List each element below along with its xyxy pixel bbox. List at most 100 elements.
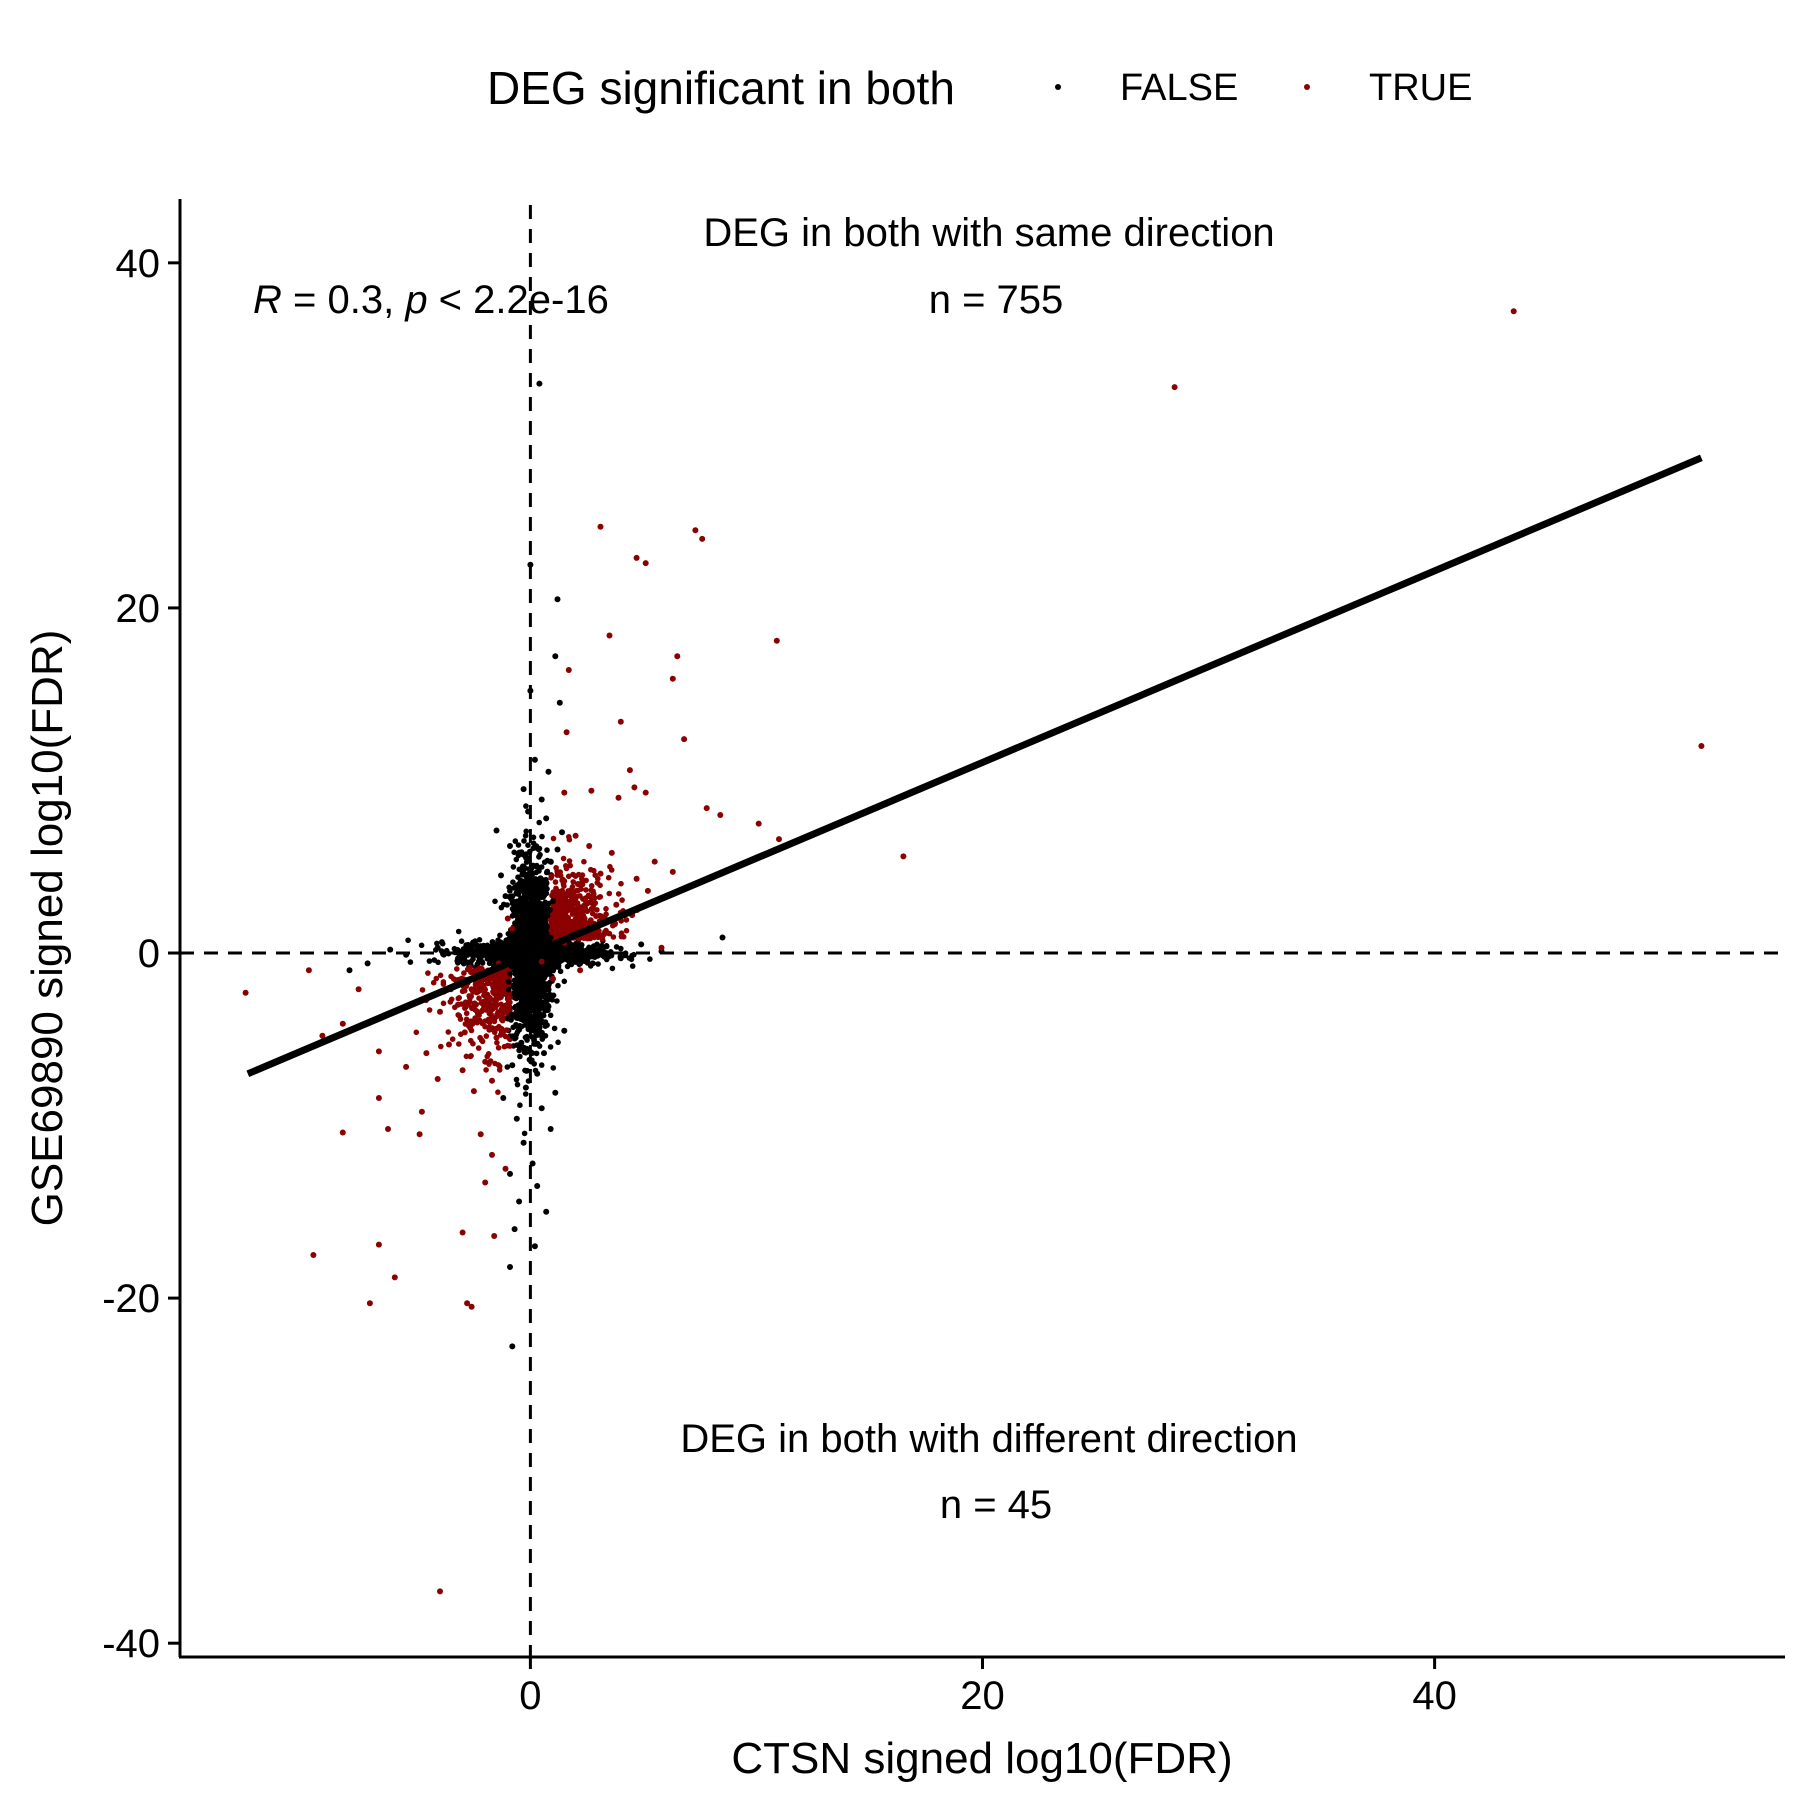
- true-point: [644, 887, 651, 894]
- false-point: [507, 1170, 513, 1177]
- false-point-cluster: [523, 851, 530, 857]
- false-point-cluster: [557, 968, 564, 975]
- true-point-cluster: [595, 934, 601, 941]
- true-point-cluster: [483, 991, 490, 998]
- true-point: [692, 527, 699, 534]
- true-point-cluster: [558, 907, 564, 914]
- true-point-cluster: [467, 964, 473, 970]
- true-point: [590, 894, 597, 901]
- false-point-cluster: [477, 958, 484, 965]
- false-point: [459, 953, 466, 960]
- true-point: [1698, 743, 1705, 749]
- false-point-cluster: [555, 1039, 561, 1046]
- true-point: [568, 906, 575, 913]
- true-point: [565, 667, 572, 673]
- false-point-cluster: [535, 953, 542, 960]
- true-point: [459, 1067, 466, 1074]
- true-point: [242, 989, 249, 996]
- true-point-cluster: [495, 1045, 502, 1051]
- same-direction-label: DEG in both with same direction: [703, 211, 1274, 255]
- false-point: [493, 827, 500, 834]
- false-point: [511, 1226, 518, 1233]
- true-point-cluster: [468, 1027, 475, 1034]
- false-point-cluster: [532, 899, 539, 906]
- true-point-cluster: [549, 916, 555, 922]
- false-point-cluster: [458, 938, 465, 944]
- false-point: [500, 1095, 507, 1101]
- true-point-cluster: [433, 975, 440, 982]
- true-point-cluster: [426, 1007, 433, 1013]
- false-point: [534, 887, 541, 894]
- true-point-cluster: [461, 970, 467, 976]
- false-point-cluster: [522, 896, 529, 903]
- false-point-cluster: [476, 953, 482, 960]
- false-point-cluster: [536, 991, 542, 998]
- true-point: [597, 523, 604, 530]
- stats-r-symbol: R: [253, 278, 282, 322]
- false-point-cluster: [522, 1091, 529, 1097]
- true-point-cluster: [585, 892, 592, 899]
- false-point-cluster: [613, 944, 620, 950]
- false-point-cluster: [564, 963, 571, 970]
- true-point: [305, 967, 312, 974]
- false-point-cluster: [528, 924, 534, 930]
- true-point-cluster: [561, 883, 567, 889]
- true-point-cluster: [430, 979, 437, 986]
- true-point: [776, 836, 782, 843]
- true-point: [455, 1001, 461, 1008]
- true-point: [385, 1126, 391, 1132]
- true-point-cluster: [594, 907, 600, 913]
- false-point: [541, 1050, 547, 1057]
- true-point: [461, 1029, 468, 1036]
- false-point: [518, 919, 525, 925]
- false-point-cluster: [426, 958, 433, 964]
- true-point-cluster: [476, 995, 482, 1001]
- true-point-cluster: [581, 935, 587, 941]
- false-point-cluster: [599, 952, 605, 958]
- false-point-cluster: [533, 985, 539, 991]
- true-point-cluster: [577, 911, 584, 917]
- false-point-cluster: [541, 931, 547, 937]
- false-point-cluster: [460, 946, 467, 952]
- true-point: [339, 1020, 346, 1027]
- false-point-cluster: [523, 873, 530, 880]
- false-point-cluster: [542, 899, 549, 906]
- false-point: [507, 1264, 513, 1270]
- true-point-cluster: [438, 1043, 444, 1050]
- false-point-cluster: [584, 960, 591, 966]
- false-point: [529, 1160, 536, 1167]
- y-tick-label: 40: [116, 242, 161, 286]
- false-point-cluster: [574, 956, 581, 962]
- false-point: [504, 1015, 511, 1022]
- true-point-cluster: [468, 1018, 474, 1024]
- true-point: [489, 1077, 495, 1084]
- true-point-cluster: [504, 992, 511, 998]
- true-point: [674, 653, 681, 660]
- false-point-cluster: [622, 950, 629, 956]
- false-point-cluster: [527, 983, 533, 989]
- false-point: [364, 960, 371, 967]
- true-point: [574, 881, 581, 887]
- false-point-cluster: [541, 892, 548, 899]
- false-point-cluster: [519, 987, 526, 994]
- true-point-cluster: [573, 901, 579, 907]
- false-point-cluster: [536, 819, 542, 826]
- true-point-cluster: [474, 1019, 481, 1026]
- false-point-cluster: [511, 937, 517, 944]
- false-point-cluster: [517, 1102, 523, 1108]
- false-point: [552, 653, 559, 660]
- false-point-cluster: [470, 956, 476, 962]
- false-point-cluster: [539, 833, 545, 840]
- y-tick-label: 20: [116, 587, 161, 631]
- true-point: [434, 1076, 441, 1082]
- true-point: [375, 1048, 382, 1055]
- false-point-cluster: [527, 1015, 533, 1022]
- true-point-cluster: [482, 1000, 488, 1006]
- true-point-cluster: [618, 880, 624, 887]
- true-point-cluster: [570, 879, 576, 885]
- true-point-cluster: [502, 1006, 509, 1012]
- true-point-cluster: [583, 887, 589, 893]
- true-point: [437, 1008, 443, 1015]
- false-point-cluster: [492, 898, 498, 905]
- false-point-cluster: [536, 1012, 543, 1018]
